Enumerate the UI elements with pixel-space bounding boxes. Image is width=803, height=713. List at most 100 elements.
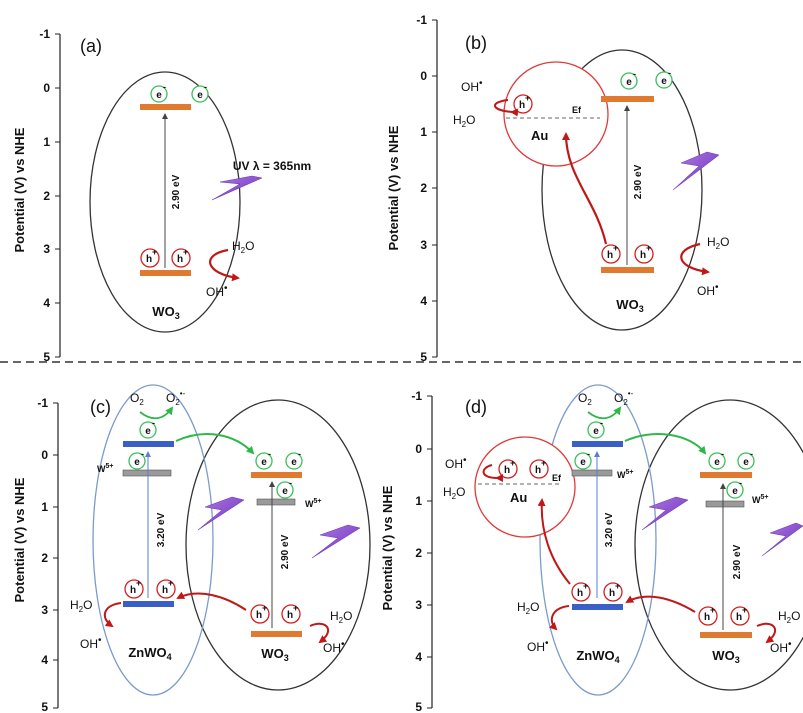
svg-text:-: - [668, 68, 671, 78]
superoxide-label-c: O2•- [166, 389, 186, 407]
conduction-band-a [140, 104, 191, 110]
y-tick-label: 0 [41, 448, 48, 462]
y-tick-label: 5 [420, 350, 427, 364]
h2o-label-c2: H2O [330, 609, 352, 625]
svg-text:-: - [268, 449, 271, 459]
svg-text:h: h [736, 612, 742, 623]
hole-wo-c2: h+ [281, 603, 301, 624]
zn-conduction-band-c [123, 441, 174, 447]
material-label-b: WO3 [616, 297, 643, 314]
wo3-particle-a [89, 71, 241, 333]
wo-band-gap-label-d: 2.90 eV [732, 544, 743, 579]
y-tick-label: 2 [420, 181, 427, 195]
zn-band-gap-label-c: 3.20 eV [156, 512, 167, 547]
svg-text:h: h [519, 100, 525, 111]
electron-zn-w5-c: e- [128, 449, 146, 470]
oh-radical-label-c2: OH• [323, 639, 345, 655]
electron-zn-c: e- [139, 418, 157, 439]
y-ticks-c: -1 0 1 2 3 4 5 [37, 396, 58, 713]
svg-text:+: + [646, 243, 651, 253]
svg-text:-: - [298, 449, 301, 459]
wo-w5-level-d [705, 500, 745, 508]
panel-b: Potential (V) vs NHE -1 0 1 2 3 4 5 (b) … [386, 13, 729, 364]
znwo4-particle-c [92, 384, 214, 696]
svg-text:h: h [535, 465, 541, 476]
y-tick-label: 4 [41, 653, 48, 667]
oh-radical-label-d2: OH• [527, 638, 549, 654]
zn-band-gap-label-d: 3.20 eV [604, 512, 615, 547]
svg-text:h: h [130, 585, 136, 596]
svg-text:-: - [600, 418, 603, 428]
wo-band-gap-label-c: 2.90 eV [280, 534, 291, 569]
y-ticks-a: -1 0 1 2 3 4 5 [39, 27, 60, 364]
o2-label-d: O2 [578, 391, 592, 407]
svg-text:-: - [739, 478, 742, 488]
y-tick-label: 5 [41, 700, 48, 713]
hole-zn-d2: h+ [603, 581, 623, 602]
svg-text:-: - [152, 418, 155, 428]
svg-text:e: e [291, 457, 297, 468]
material-label-a: WO3 [152, 304, 179, 321]
svg-text:e: e [197, 90, 203, 101]
y-tick-label: 5 [415, 700, 422, 713]
zn-oxidation-arrow-c [103, 602, 122, 628]
svg-text:+: + [710, 605, 715, 615]
wo-material-label-c: WO3 [261, 646, 288, 663]
wo-oxidation-arrow-c [309, 622, 330, 644]
y-tick-label: 0 [415, 442, 422, 456]
wo3-particle-d [634, 399, 803, 691]
h2o-label-b2: H2O [707, 235, 729, 251]
y-tick-label: 3 [41, 603, 48, 617]
svg-text:+: + [742, 605, 747, 615]
oh-radical-label-c: OH• [80, 635, 102, 651]
svg-text:-: - [721, 449, 724, 459]
y-ticks-b: -1 0 1 2 3 4 5 [416, 13, 437, 364]
hole-to-au-arrow-d [537, 498, 571, 585]
y-tick-label: 3 [420, 238, 427, 252]
svg-text:+: + [152, 247, 157, 257]
svg-text:-: - [289, 478, 292, 488]
svg-text:-: - [141, 449, 144, 459]
znwo4-particle-d [539, 384, 657, 696]
zn-w5-level-d [571, 469, 613, 477]
wo-conduction-band-c [251, 472, 302, 478]
y-tick-label: -1 [411, 389, 422, 403]
oxidation-arrow-a [209, 248, 240, 282]
svg-text:+: + [510, 458, 515, 468]
svg-text:-: - [163, 82, 166, 92]
wo-valence-band-c [251, 631, 302, 637]
wo-oxidation-arrow-d [756, 622, 777, 644]
hole-a2: h+ [171, 247, 191, 268]
svg-text:+: + [615, 581, 620, 591]
hole-zn-c2: h+ [156, 578, 176, 599]
electron-wo-w5-d: e- [726, 478, 744, 499]
svg-text:e: e [593, 426, 599, 437]
zn-valence-band-c [123, 601, 174, 607]
h2o-label-d: H2O [443, 485, 465, 501]
au-nanoparticle-d [474, 436, 576, 538]
y-tick-label: 2 [41, 551, 48, 565]
band-gap-label-b: 2.90 eV [633, 164, 644, 199]
electron-b1: e- [620, 69, 638, 90]
electron-transfer-arrow-c [175, 433, 255, 455]
panel-d: Potential (V) vs NHE -1 0 1 2 3 4 5 (d) … [380, 384, 803, 713]
electron-wo-d2: e- [737, 449, 755, 470]
svg-text:e: e [156, 90, 162, 101]
zn-conduction-band-d [572, 441, 623, 447]
light-bolt-icon [311, 524, 361, 559]
electron-transfer-arrow-d [624, 433, 707, 455]
w5-label-d2: W5+ [752, 494, 768, 505]
au-label-d: Au [510, 490, 527, 505]
svg-text:h: h [146, 254, 152, 265]
wo-valence-band-d [700, 632, 752, 638]
hole-transfer-arrow-c [176, 591, 247, 611]
y-tick-label: 1 [41, 500, 48, 514]
electron-a2: e- [191, 82, 209, 103]
svg-text:h: h [704, 612, 710, 623]
svg-text:-: - [633, 69, 636, 79]
wo3-particle-b [541, 49, 703, 331]
svg-text:e: e [626, 77, 632, 88]
y-ticks-d: -1 0 1 2 3 4 5 [411, 389, 432, 713]
hole-zn-d1: h+ [571, 581, 591, 602]
wo3-particle-c [185, 399, 371, 691]
